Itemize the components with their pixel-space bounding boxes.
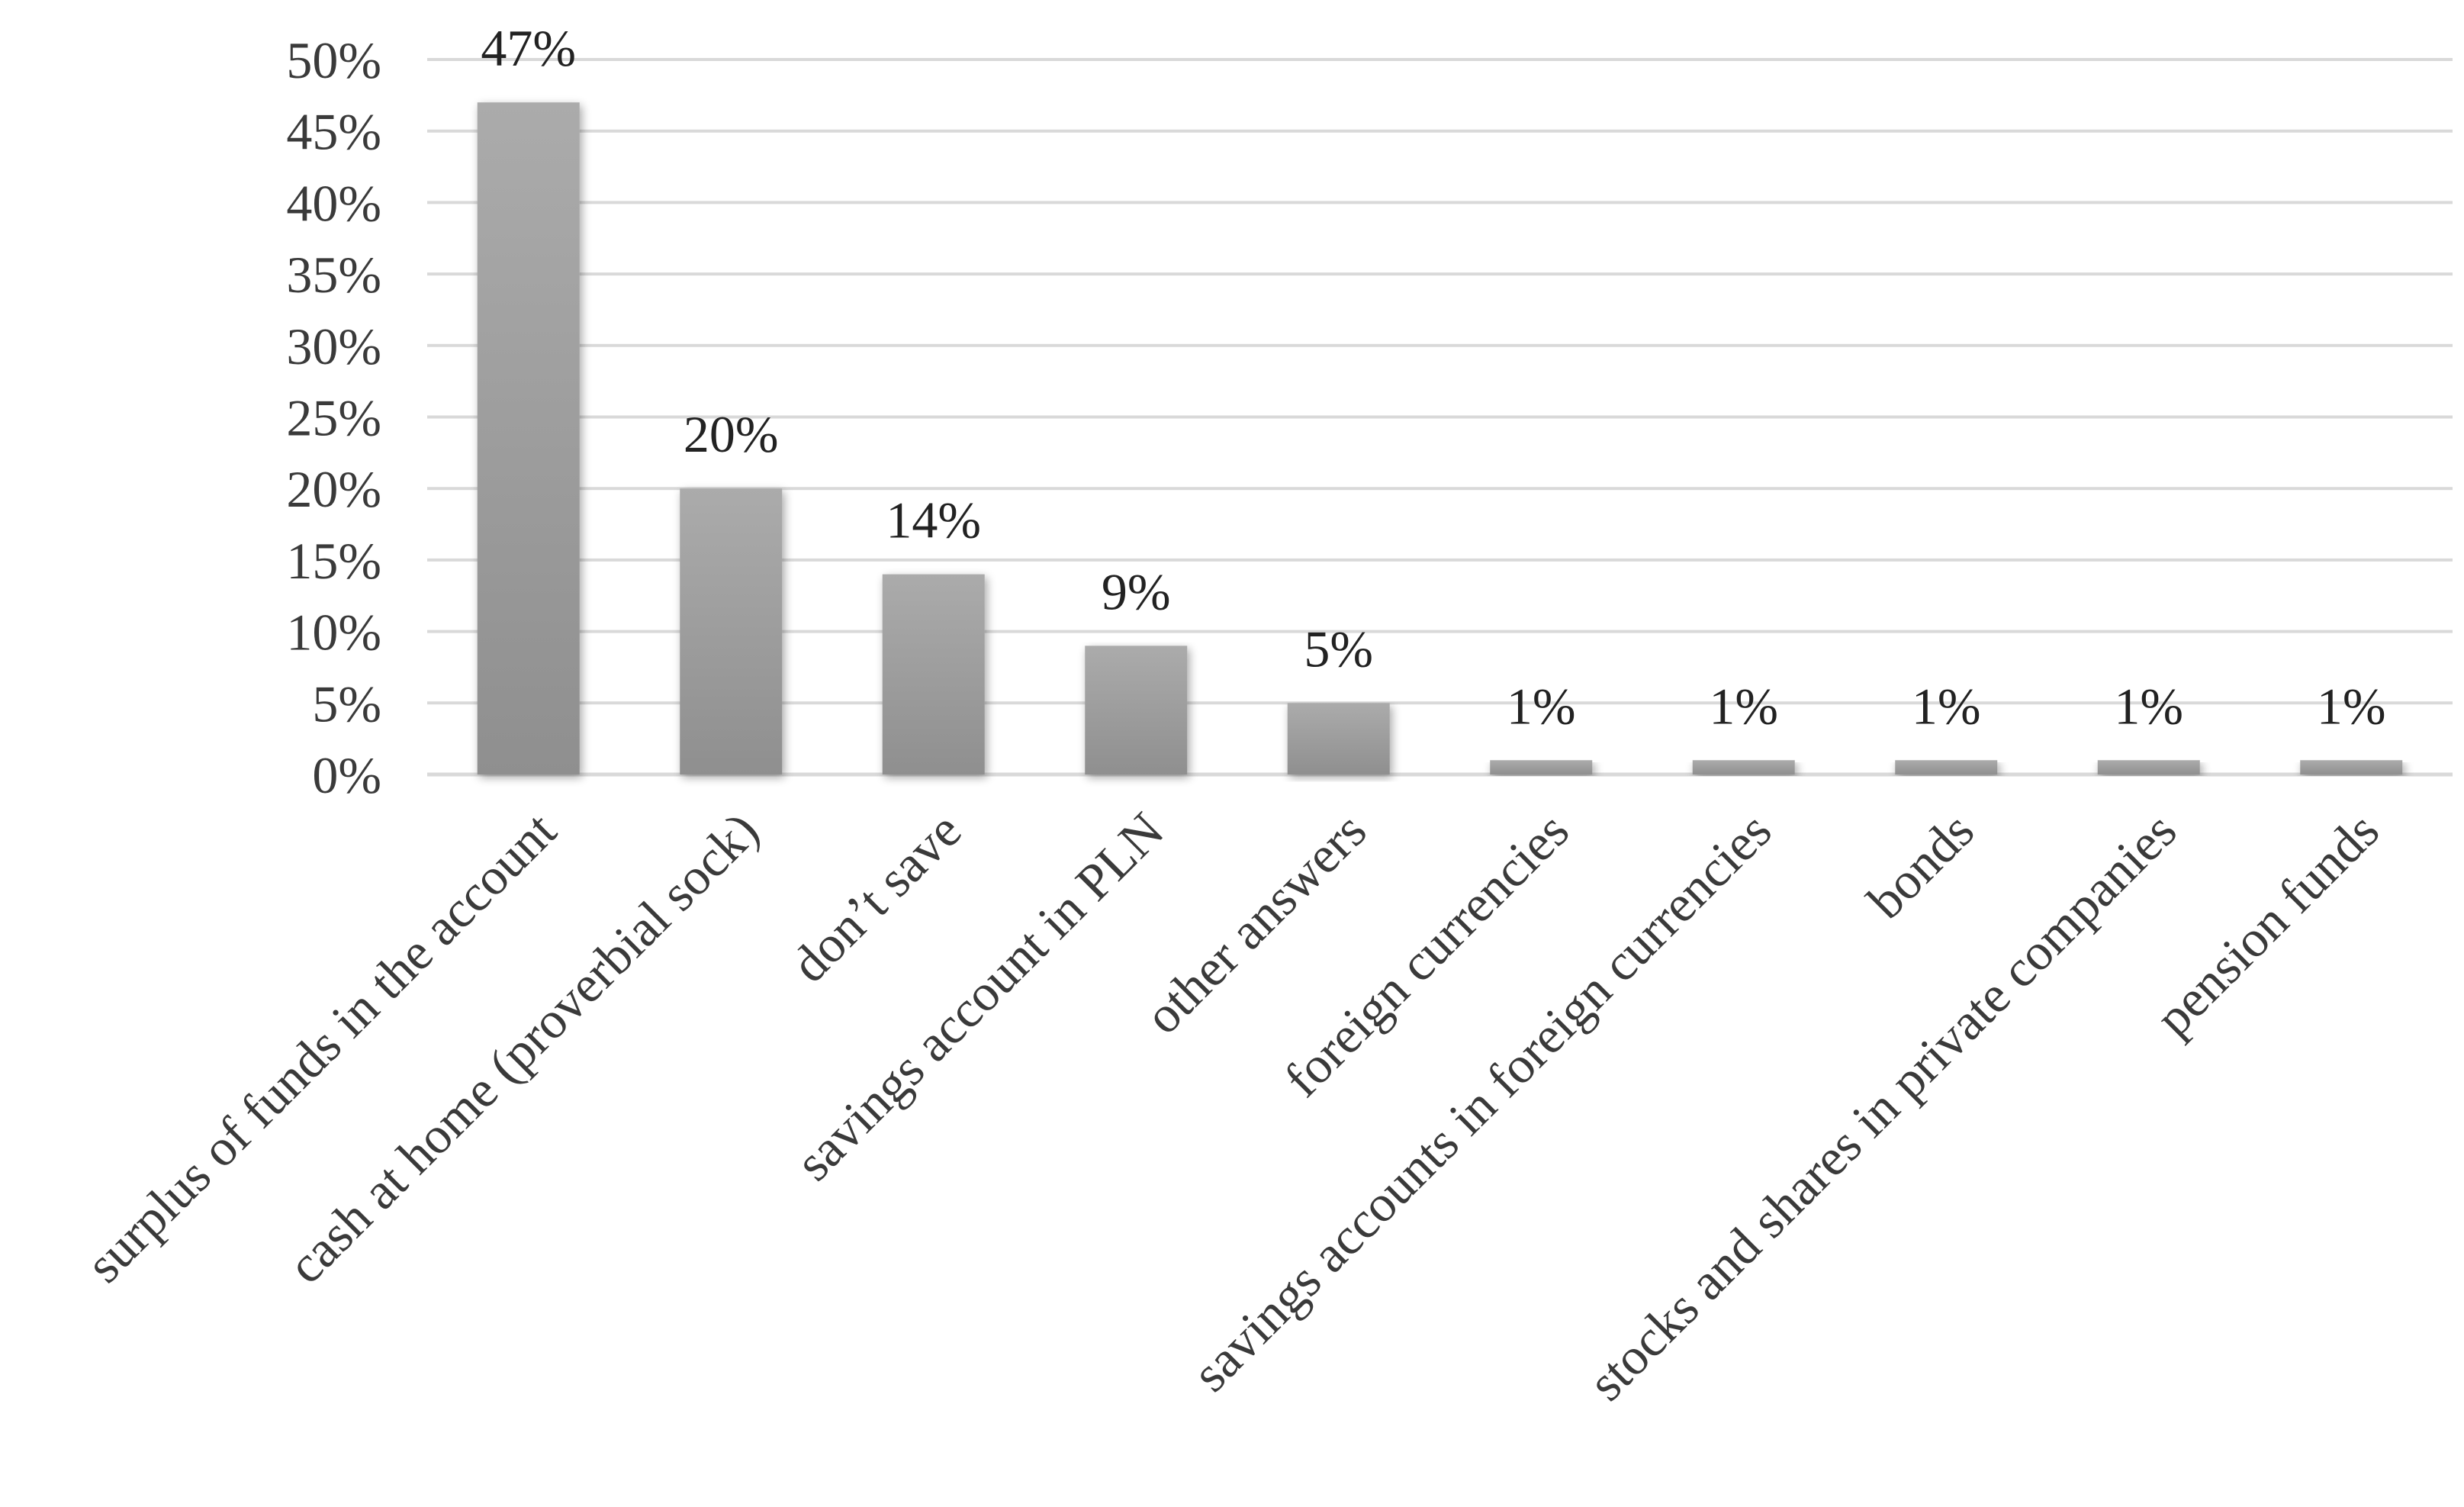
y-tick-label: 15% — [286, 532, 381, 590]
bar — [2300, 760, 2403, 774]
category-label: bonds — [1856, 801, 1985, 930]
data-label: 1% — [1912, 677, 1981, 735]
data-label: 20% — [684, 405, 779, 463]
bar — [1895, 760, 1998, 774]
data-label: 47% — [481, 19, 576, 77]
data-label: 1% — [1709, 677, 1778, 735]
y-tick-label: 25% — [286, 389, 381, 447]
bar — [1287, 703, 1390, 774]
bar — [680, 488, 783, 774]
bars — [477, 102, 2403, 775]
data-label: 1% — [1507, 677, 1576, 735]
category-label: don’t save — [780, 801, 973, 993]
data-label: 1% — [2114, 677, 2183, 735]
y-tick-label: 40% — [286, 174, 381, 232]
data-label: 1% — [2317, 677, 2386, 735]
y-tick-label: 20% — [286, 460, 381, 518]
data-label: 14% — [886, 491, 981, 549]
bar — [1692, 760, 1795, 774]
bar — [2097, 760, 2200, 774]
y-tick-label: 50% — [286, 31, 381, 89]
y-axis-tick-labels: 0% 5% 10% 15% 20% 25% 30% 35% 40% 45% 50% — [286, 31, 381, 804]
bar — [477, 102, 580, 775]
y-tick-label: 5% — [312, 675, 381, 733]
bar — [1085, 646, 1188, 774]
y-tick-label: 35% — [286, 246, 381, 304]
y-tick-label: 30% — [286, 317, 381, 375]
data-labels: 47% 20% 14% 9% 5% 1% 1% 1% 1% 1% — [481, 19, 2385, 735]
y-tick-label: 0% — [312, 746, 381, 804]
data-label: 5% — [1304, 620, 1373, 678]
category-label: savings account in PLN — [784, 801, 1175, 1192]
bar — [882, 574, 985, 774]
y-tick-label: 10% — [286, 604, 381, 662]
bar — [1490, 760, 1593, 774]
y-tick-label: 45% — [286, 103, 381, 161]
data-label: 9% — [1102, 562, 1171, 620]
